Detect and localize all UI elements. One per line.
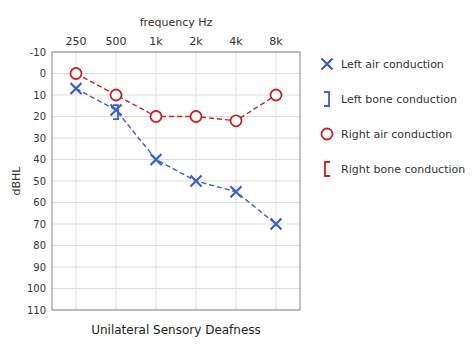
marker [111, 105, 122, 116]
grid-line [52, 202, 300, 203]
grid-line [236, 52, 237, 310]
series [71, 68, 282, 126]
grid [52, 52, 300, 310]
marker [151, 111, 162, 122]
grid-line [52, 181, 300, 182]
y-axis-label: dBHL [10, 166, 23, 196]
x-tick-label: 4k [229, 35, 243, 48]
marker [111, 90, 122, 101]
line [76, 74, 276, 121]
series [113, 105, 118, 119]
marker [231, 186, 242, 197]
marker [113, 105, 118, 119]
title: Unilateral Sensory Deafness [91, 323, 261, 337]
line [76, 89, 276, 224]
plot-frame [52, 52, 300, 310]
legend-label: Left bone conduction [341, 93, 457, 106]
y-tick-label: 40 [33, 154, 46, 165]
marker [151, 154, 162, 165]
y-tick-label: 30 [33, 133, 46, 144]
grid-line [156, 52, 157, 310]
y-tick-label: 10 [33, 90, 46, 101]
x-tick-label: 500 [106, 35, 127, 48]
y-tick-label: 0 [40, 68, 46, 79]
legend-symbol [325, 162, 330, 176]
x-tick-label: 8k [269, 35, 283, 48]
y-tick-label: 110 [27, 305, 46, 316]
marker [271, 219, 282, 230]
legend-label: Left air conduction [341, 58, 444, 71]
legend: Left air conduction Left bone conduction R… [322, 58, 466, 177]
grid-line [52, 159, 300, 160]
x-tick-label: 2k [189, 35, 203, 48]
legend-symbol [324, 92, 329, 106]
legend-label: Right air conduction [341, 128, 452, 141]
chart: -10 0 10 20 30 40 50 60 70 80 90 100 110 250 500 1k 2k 4k… [0, 0, 474, 353]
grid-line [52, 267, 300, 268]
marker [191, 111, 202, 122]
marker [231, 115, 242, 126]
y-tick-label: 80 [33, 240, 46, 251]
grid-line [52, 245, 300, 246]
x-tick-label: 250 [66, 35, 87, 48]
plot-area [71, 68, 282, 230]
y-tick-label: -10 [30, 47, 46, 58]
grid-line [52, 73, 300, 74]
marker [71, 83, 82, 94]
y-tick-label: 20 [33, 111, 46, 122]
grid-line [52, 116, 300, 117]
marker [71, 68, 82, 79]
y-tick-label: 60 [33, 197, 46, 208]
y-tick-label: 90 [33, 262, 46, 273]
grid-line [52, 224, 300, 225]
grid-line [52, 288, 300, 289]
grid-line [52, 95, 300, 96]
x-tick-label: 1k [149, 35, 163, 48]
y-tick-label: 100 [27, 283, 46, 294]
marker [191, 176, 202, 187]
grid-line [76, 52, 77, 310]
grid-line [52, 138, 300, 139]
legend-symbol [322, 129, 333, 140]
x-axis-label: frequency Hz [140, 16, 213, 29]
legend-label: Right bone conduction [341, 163, 465, 176]
legend-symbol [322, 59, 333, 70]
y-tick-label: 70 [33, 219, 46, 230]
marker [271, 90, 282, 101]
y-tick-label: 50 [33, 176, 46, 187]
series [71, 83, 282, 229]
